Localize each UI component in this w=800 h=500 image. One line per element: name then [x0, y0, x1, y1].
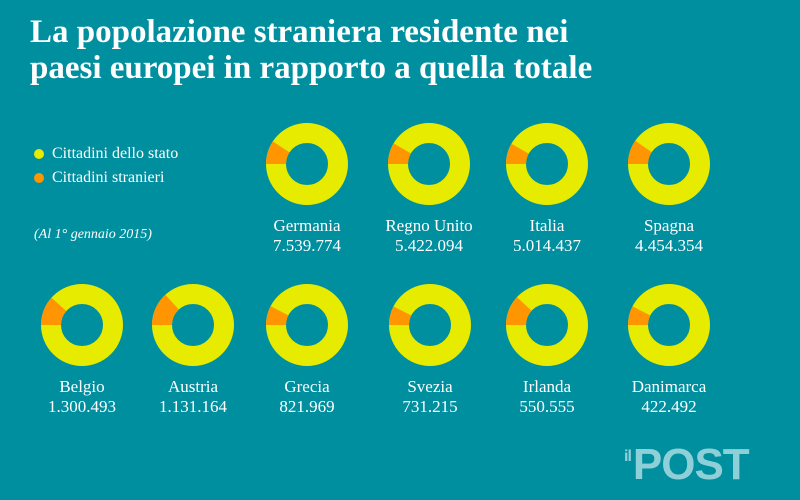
- country-label: Austria: [168, 377, 219, 396]
- country-label: Spagna: [644, 216, 695, 235]
- country-label: Svezia: [407, 377, 453, 396]
- population-label: 422.492: [641, 397, 696, 416]
- slice-foreigners: [41, 297, 67, 325]
- country-label: Belgio: [59, 377, 104, 396]
- il-post-logo: ilPOST: [624, 440, 750, 489]
- population-label: 550.555: [519, 397, 574, 416]
- slice-foreigners: [389, 306, 412, 325]
- population-label: 7.539.774: [273, 236, 342, 255]
- country-label: Italia: [530, 216, 565, 235]
- legend-swatch: [34, 173, 44, 183]
- slice-foreigners: [266, 141, 290, 164]
- population-label: 1.300.493: [48, 397, 116, 416]
- country-label: Irlanda: [523, 377, 572, 396]
- slice-foreigners: [628, 140, 652, 164]
- population-label: 5.014.437: [513, 236, 582, 255]
- country-label: Grecia: [284, 377, 330, 396]
- legend-item-foreigners: Cittadini stranieri: [34, 166, 178, 190]
- legend-item-citizens: Cittadini dello stato: [34, 142, 178, 166]
- country-label: Germania: [273, 216, 340, 235]
- population-label: 1.131.164: [159, 397, 228, 416]
- population-label: 731.215: [402, 397, 457, 416]
- slice-foreigners: [506, 297, 532, 325]
- population-label: 5.422.094: [395, 236, 464, 255]
- date-note: (Al 1° gennaio 2015): [34, 227, 152, 242]
- slice-foreigners: [506, 143, 529, 164]
- legend-swatch: [34, 149, 44, 159]
- country-label: Danimarca: [632, 377, 707, 396]
- slice-foreigners: [388, 143, 411, 164]
- country-label: Regno Unito: [385, 216, 472, 235]
- slice-foreigners: [628, 306, 651, 325]
- population-label: 4.454.354: [635, 236, 704, 255]
- legend: Cittadini dello stato Cittadini stranier…: [34, 142, 178, 190]
- slice-foreigners: [152, 294, 179, 325]
- population-label: 821.969: [279, 397, 334, 416]
- chart-title: La popolazione straniera residente nei p…: [30, 14, 593, 86]
- slice-foreigners: [266, 306, 289, 325]
